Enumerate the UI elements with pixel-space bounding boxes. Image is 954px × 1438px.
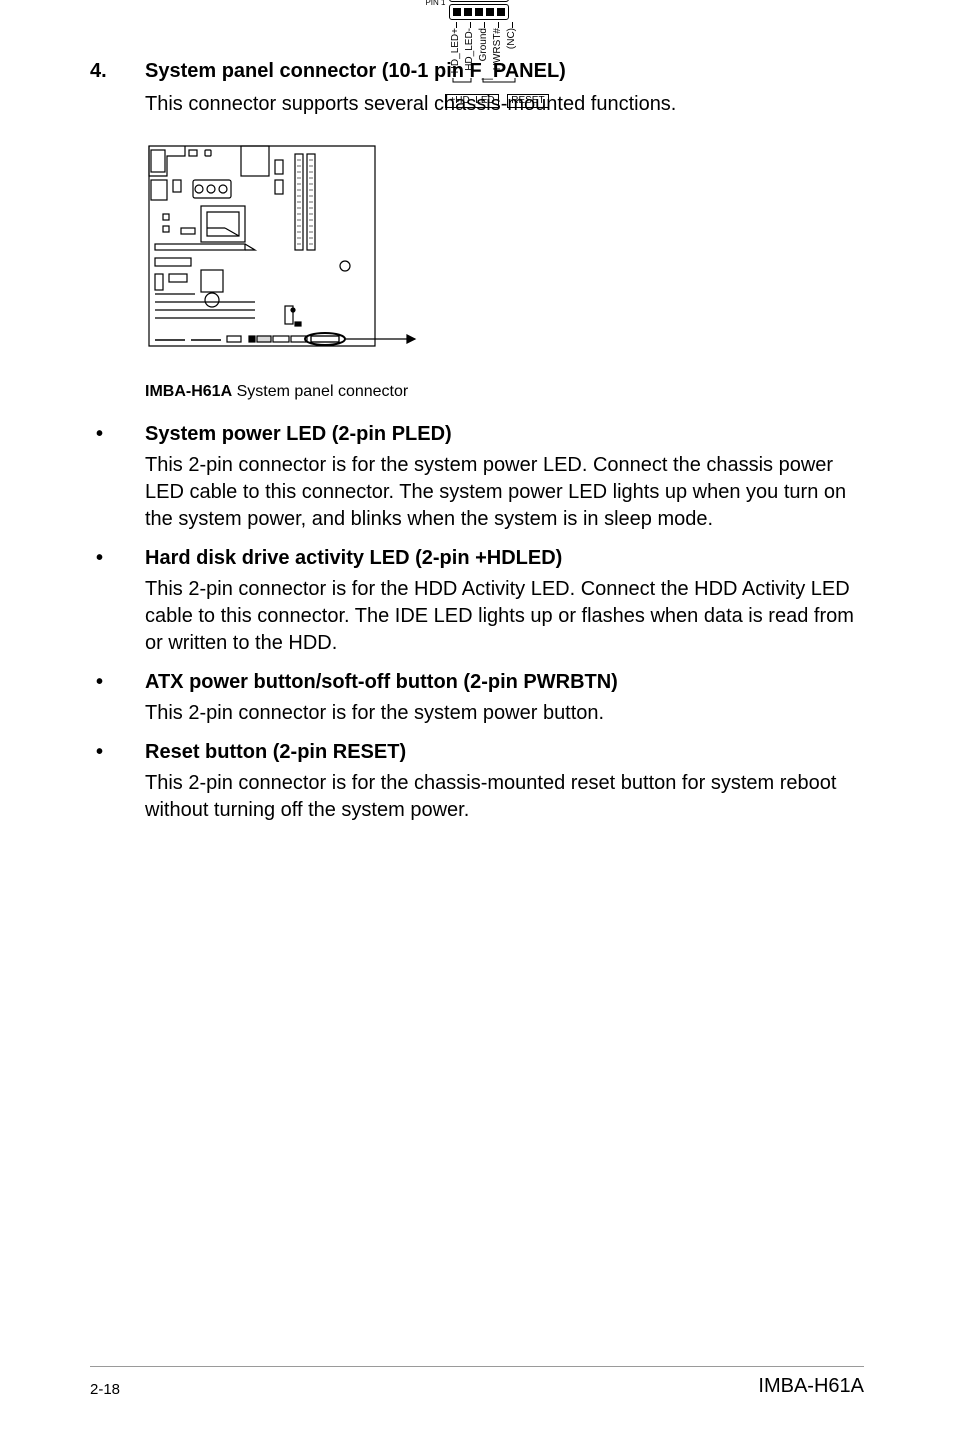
bullet-title: System power LED (2-pin PLED) [145,423,452,446]
caption-model: IMBA-H61A [145,383,232,400]
hd-led-label: +HD_LED [445,94,498,108]
bullet-dot: • [90,741,145,764]
bullet-body: This 2-pin connector is for the system p… [145,700,864,727]
pin1-label: PIN 1 [425,0,445,7]
pin-label: Ground [479,28,489,61]
diagram-caption: IMBA-H61A System panel connector [145,383,864,401]
pin-label: HD_LED+ [451,28,461,73]
diagram: F_PANEL1 PWR LED PWR BTN PLED+ PLED- [145,136,864,401]
pin-label: (NC) [507,28,517,49]
bullet-body: This 2-pin connector is for the HDD Acti… [145,576,864,657]
bullet-dot: • [90,423,145,446]
bullet-dot: • [90,547,145,570]
pin-row-bottom [449,4,509,20]
bullet-item: •Hard disk drive activity LED (2-pin +HD… [90,547,864,657]
bullet-item: •Reset button (2-pin RESET) This 2-pin co… [90,741,864,824]
section-number: 4. [90,60,145,83]
bullet-title: ATX power button/soft-off button (2-pin … [145,671,618,694]
pin-label: HWRST# [493,28,503,70]
bullet-dot: • [90,671,145,694]
page-footer: 2-18 IMBA-H61A [90,1366,864,1398]
reset-label: RESET [507,94,548,108]
footer-model: IMBA-H61A [758,1375,864,1398]
bullet-body: This 2-pin connector is for the system p… [145,452,864,533]
bullet-title: Hard disk drive activity LED (2-pin +HDL… [145,547,562,570]
bullet-title: Reset button (2-pin RESET) [145,741,406,764]
bullet-body: This 2-pin connector is for the chassis-… [145,770,864,824]
caption-text: System panel connector [232,383,408,400]
pin-label: HD_LED- [465,28,475,71]
bullet-item: •System power LED (2-pin PLED) This 2-pin… [90,423,864,533]
system-panel-diagram [145,136,585,374]
footer-page-number: 2-18 [90,1381,120,1398]
pin-row-top [449,0,509,2]
bullet-item: •ATX power button/soft-off button (2-pin… [90,671,864,727]
